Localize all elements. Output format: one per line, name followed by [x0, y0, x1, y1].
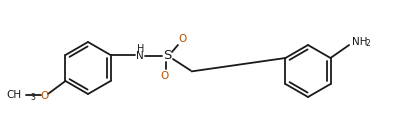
Text: 3: 3 [30, 92, 35, 101]
Text: 2: 2 [364, 39, 369, 49]
Text: H: H [136, 44, 144, 54]
Text: O: O [160, 71, 168, 81]
Text: O: O [178, 34, 187, 44]
Text: S: S [162, 50, 171, 63]
Text: O: O [40, 91, 49, 101]
Text: N: N [136, 51, 144, 61]
Text: CH: CH [6, 90, 21, 100]
Text: NH: NH [351, 37, 367, 47]
